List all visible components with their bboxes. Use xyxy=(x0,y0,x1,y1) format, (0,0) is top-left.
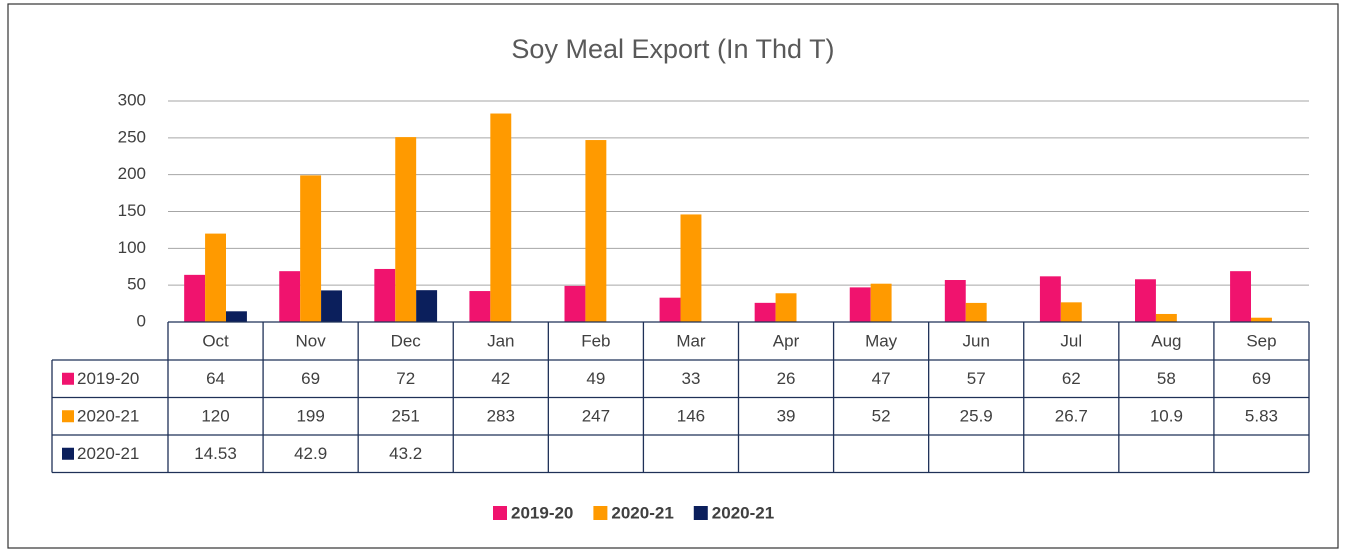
table-cell: 283 xyxy=(487,407,515,426)
y-tick-label: 100 xyxy=(118,238,146,257)
table-legend-key xyxy=(62,410,74,423)
table-cell: 39 xyxy=(777,407,796,426)
bar xyxy=(1134,279,1156,322)
x-tick-label: Jun xyxy=(962,331,989,350)
table-cell: 120 xyxy=(201,407,229,426)
bar xyxy=(849,287,871,322)
bar xyxy=(659,297,681,322)
y-tick-label: 150 xyxy=(118,201,146,220)
x-tick-label: Aug xyxy=(1151,331,1181,350)
y-tick-label: 50 xyxy=(127,275,146,294)
table-cell: 251 xyxy=(392,407,420,426)
table-cell: 69 xyxy=(1252,369,1271,388)
bar xyxy=(469,291,491,322)
bar xyxy=(965,302,987,322)
y-tick-label: 0 xyxy=(137,311,146,330)
bar xyxy=(680,214,702,322)
table-cell: 57 xyxy=(967,369,986,388)
table-legend-key xyxy=(62,372,74,385)
table-cell: 25.9 xyxy=(960,407,993,426)
y-tick-label: 200 xyxy=(118,164,146,183)
table-cell: 58 xyxy=(1157,369,1176,388)
bar xyxy=(416,290,438,322)
x-tick-label: Oct xyxy=(202,331,229,350)
table-cell: 26.7 xyxy=(1055,407,1088,426)
legend-key xyxy=(693,506,708,520)
bar xyxy=(321,290,343,322)
x-tick-label: Sep xyxy=(1246,331,1276,350)
table-cell: 49 xyxy=(586,369,605,388)
x-tick-label: Jan xyxy=(487,331,514,350)
bar xyxy=(754,302,776,322)
bar xyxy=(395,137,417,322)
y-tick-label: 250 xyxy=(118,127,146,146)
legend-label: 2020-21 xyxy=(611,503,673,522)
x-tick-label: Dec xyxy=(391,331,422,350)
x-tick-label: Nov xyxy=(296,331,327,350)
chart-title: Soy Meal Export (In Thd T) xyxy=(511,34,834,64)
table-cell: 42.9 xyxy=(294,444,327,463)
bar xyxy=(1060,302,1082,322)
bar xyxy=(775,293,797,322)
table-cell: 146 xyxy=(677,407,705,426)
bar xyxy=(490,113,512,322)
table-cell: 43.2 xyxy=(389,444,422,463)
table-cell: 72 xyxy=(396,369,415,388)
legend-key xyxy=(593,506,608,520)
legend-key xyxy=(493,506,507,520)
x-tick-label: Jul xyxy=(1060,331,1082,350)
table-legend-label: 2020-21 xyxy=(77,407,139,426)
table-cell: 62 xyxy=(1062,369,1081,388)
y-tick-label: 300 xyxy=(118,90,146,109)
table-cell: 14.53 xyxy=(194,444,237,463)
x-tick-label: Mar xyxy=(676,331,706,350)
table-cell: 10.9 xyxy=(1150,407,1183,426)
table-cell: 26 xyxy=(777,369,796,388)
bar xyxy=(300,175,322,322)
bar xyxy=(870,283,892,322)
bar xyxy=(226,311,247,322)
bar xyxy=(564,285,586,322)
x-tick-label: Feb xyxy=(581,331,610,350)
x-tick-label: Apr xyxy=(773,331,800,350)
legend-label: 2020-21 xyxy=(712,503,774,522)
table-cell: 199 xyxy=(296,407,324,426)
table-legend-key xyxy=(62,447,74,460)
bar xyxy=(1155,313,1177,322)
x-tick-label: May xyxy=(865,331,898,350)
bar xyxy=(205,233,227,322)
table-cell: 5.83 xyxy=(1245,407,1278,426)
table-cell: 47 xyxy=(872,369,891,388)
bar xyxy=(1250,317,1272,322)
table-cell: 247 xyxy=(582,407,610,426)
bar xyxy=(184,274,206,322)
bar xyxy=(374,268,396,322)
legend-label: 2019-20 xyxy=(511,503,573,522)
table-cell: 52 xyxy=(872,407,891,426)
bar xyxy=(1230,271,1251,322)
bar xyxy=(944,280,966,322)
bar xyxy=(1039,276,1061,322)
bar xyxy=(279,271,301,322)
table-cell: 69 xyxy=(301,369,320,388)
table-cell: 33 xyxy=(681,369,700,388)
table-cell: 42 xyxy=(491,369,510,388)
table-legend-label: 2020-21 xyxy=(77,444,139,463)
bar xyxy=(585,140,607,322)
table-cell: 64 xyxy=(206,369,225,388)
table-legend-label: 2019-20 xyxy=(77,369,139,388)
chart-border xyxy=(7,3,1339,549)
